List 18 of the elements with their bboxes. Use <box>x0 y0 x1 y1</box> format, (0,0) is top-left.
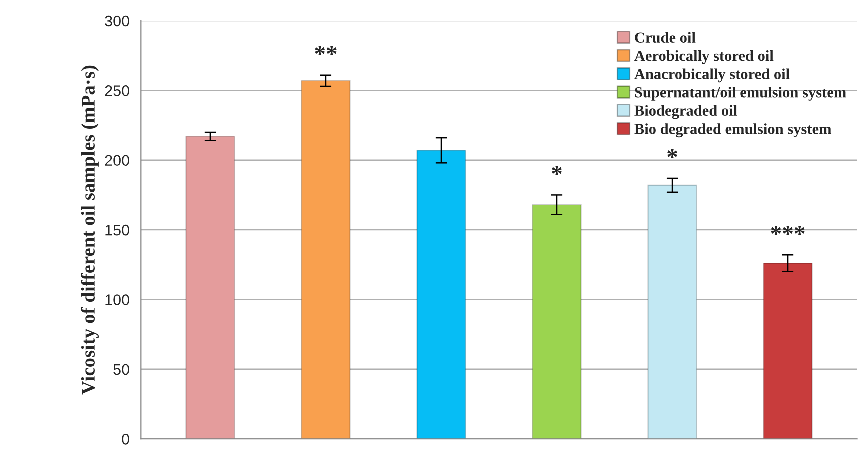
data-label: *** <box>771 226 805 236</box>
legend-label: Bio degraded emulsion system <box>634 124 832 138</box>
legend-label: Biodegraded oil <box>634 105 738 120</box>
y-tick-label: 300 <box>105 16 130 27</box>
data-label: * <box>668 150 678 158</box>
y-tick-label: 250 <box>105 86 130 96</box>
y-tick-label: 0 <box>122 434 130 445</box>
legend-label: Supernatant/oil emulsion system <box>635 86 846 101</box>
data-label: ** <box>315 46 337 56</box>
y-axis-title: Vicosity of different oil samples (mPa·s) <box>81 66 100 395</box>
y-tick-label: 100 <box>106 294 130 306</box>
data-label: * <box>552 166 562 176</box>
legend-label: Crude oil <box>635 32 696 44</box>
legend-label: Aerobically stored oil <box>634 50 774 64</box>
y-tick-label: 150 <box>106 224 130 236</box>
y-tick-label: 50 <box>114 364 130 376</box>
y-tick-label: 200 <box>105 155 130 166</box>
legend-label: Anacrobically stored oil <box>634 68 790 83</box>
